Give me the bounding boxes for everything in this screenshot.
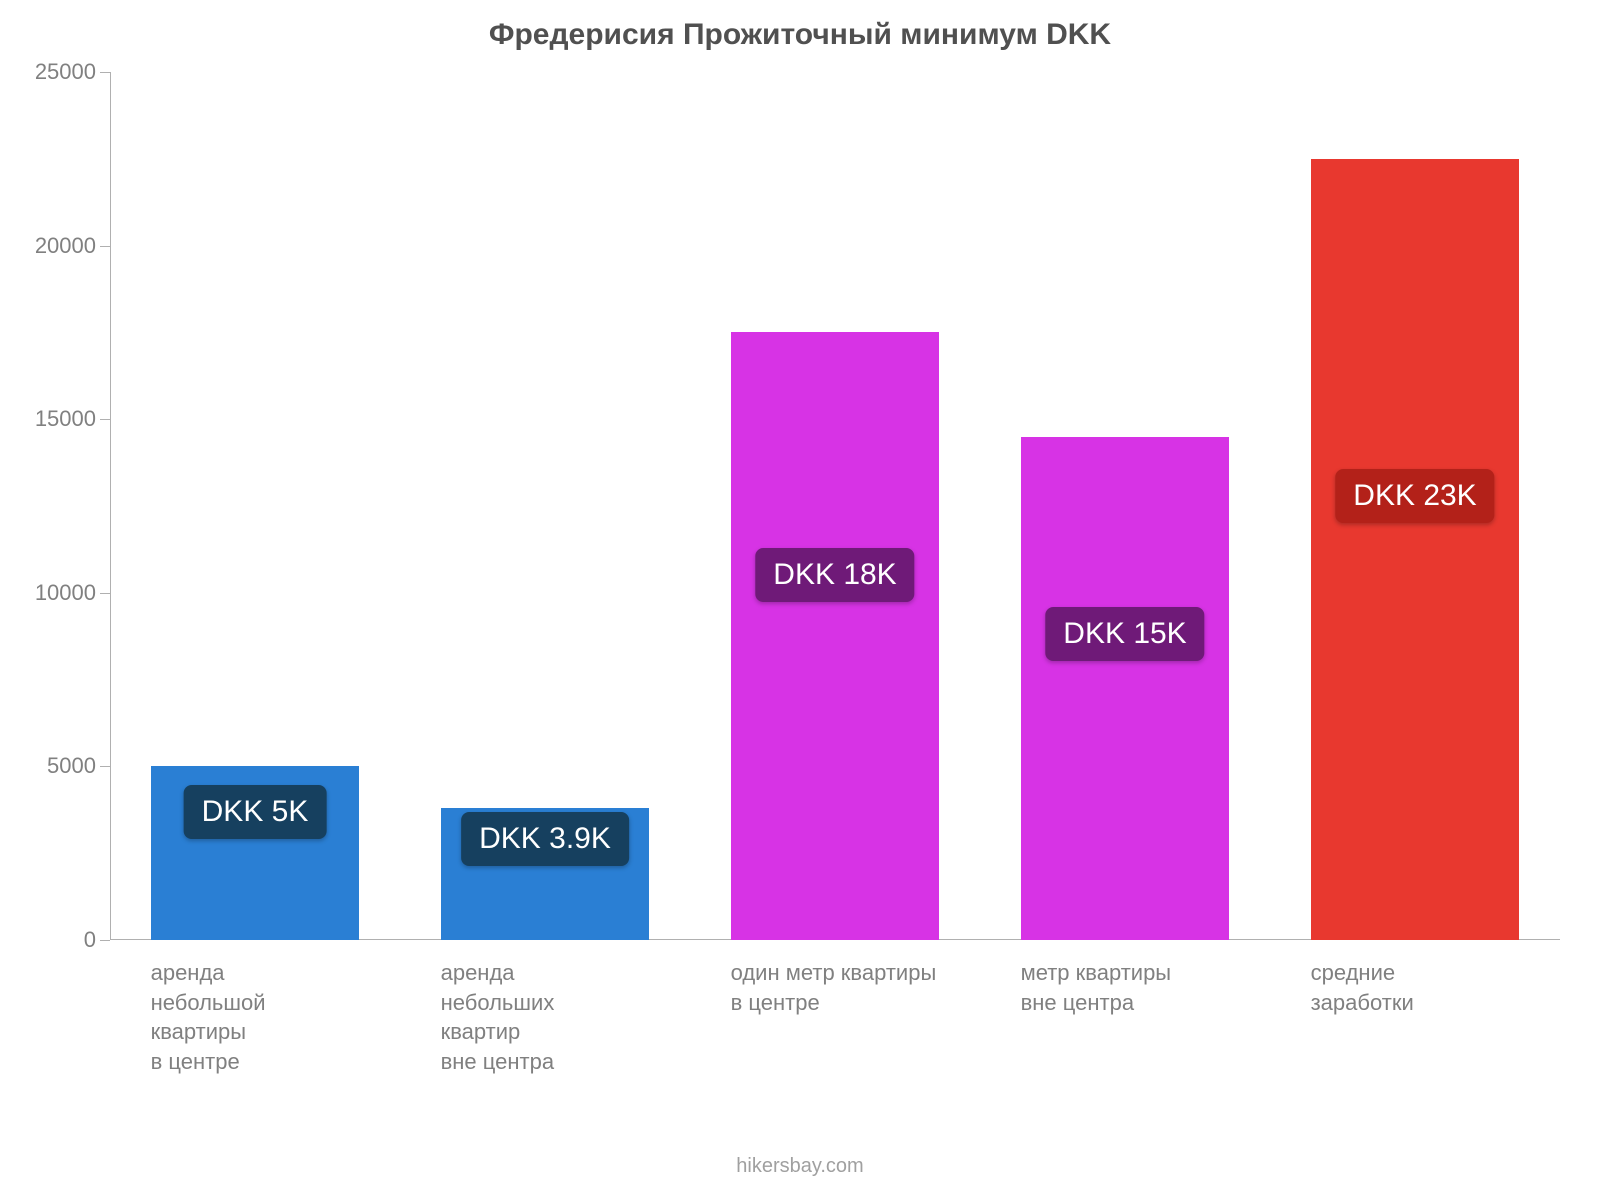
bar <box>731 332 940 940</box>
x-axis-label-line: вне центра <box>1021 988 1172 1018</box>
chart-container: Фредерисия Прожиточный минимум DKK 05000… <box>0 0 1600 1200</box>
x-axis-label-line: средние <box>1311 958 1414 988</box>
value-badge: DKK 5K <box>184 785 327 839</box>
plot-area: 0500010000150002000025000DKK 5Kаренданеб… <box>110 72 1560 940</box>
bar <box>1021 437 1230 940</box>
y-tick-label: 10000 <box>35 580 96 606</box>
value-badge: DKK 23K <box>1335 469 1494 523</box>
x-axis-label-line: в центре <box>731 988 937 1018</box>
y-tick-label: 0 <box>84 927 96 953</box>
x-axis-label-line: квартир <box>441 1017 555 1047</box>
y-tick-label: 25000 <box>35 59 96 85</box>
x-axis-label-line: в центре <box>151 1047 266 1077</box>
chart-title: Фредерисия Прожиточный минимум DKK <box>0 18 1600 52</box>
x-axis-label: аренданебольшойквартирыв центре <box>151 958 266 1077</box>
x-axis-label-line: заработки <box>1311 988 1414 1018</box>
attribution-text: hikersbay.com <box>0 1155 1600 1178</box>
x-axis-label: один метр квартирыв центре <box>731 958 937 1017</box>
y-tick-label: 5000 <box>47 753 96 779</box>
x-axis-label-line: небольшой <box>151 988 266 1018</box>
x-axis-label-line: один метр квартиры <box>731 958 937 988</box>
value-badge: DKK 3.9K <box>461 812 629 866</box>
x-axis-label-line: аренда <box>441 958 555 988</box>
x-axis-label: аренданебольшихквартирвне центра <box>441 958 555 1077</box>
y-tick-line <box>100 593 110 594</box>
value-badge: DKK 15K <box>1045 607 1204 661</box>
x-axis-label-line: вне центра <box>441 1047 555 1077</box>
y-axis-line <box>110 72 111 940</box>
y-tick-line <box>100 419 110 420</box>
y-tick-line <box>100 766 110 767</box>
x-axis-label-line: квартиры <box>151 1017 266 1047</box>
x-axis-label: метр квартирывне центра <box>1021 958 1172 1017</box>
y-tick-line <box>100 940 110 941</box>
y-tick-line <box>100 246 110 247</box>
y-tick-label: 20000 <box>35 233 96 259</box>
x-axis-label: средниезаработки <box>1311 958 1414 1017</box>
x-axis-label-line: аренда <box>151 958 266 988</box>
x-axis-label-line: метр квартиры <box>1021 958 1172 988</box>
bar <box>1311 159 1520 940</box>
y-tick-line <box>100 72 110 73</box>
value-badge: DKK 18K <box>755 548 914 602</box>
x-axis-label-line: небольших <box>441 988 555 1018</box>
y-tick-label: 15000 <box>35 406 96 432</box>
